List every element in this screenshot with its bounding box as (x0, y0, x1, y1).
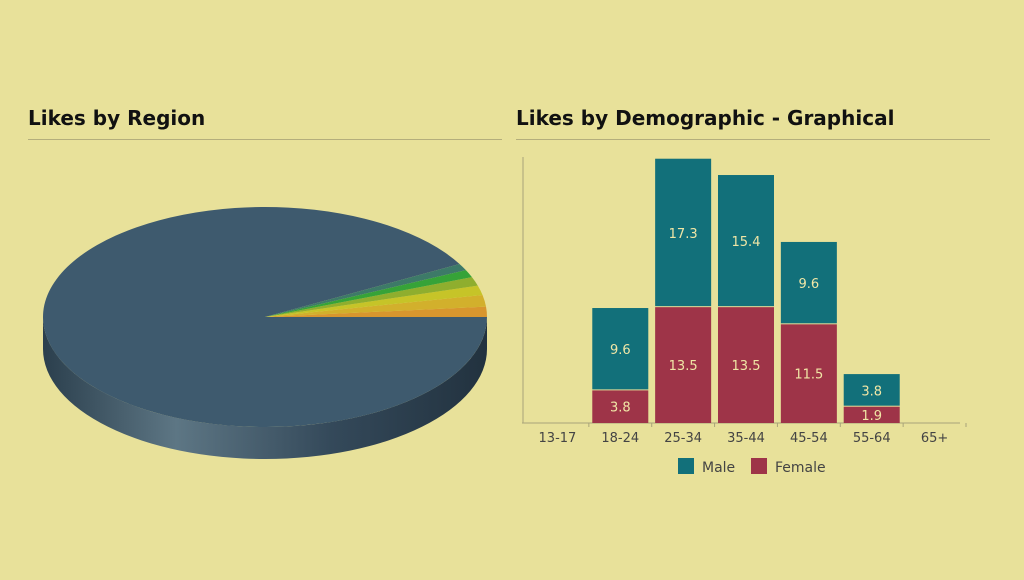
x-tick-label: 45-54 (790, 431, 828, 446)
x-tick-label: 25-34 (664, 431, 702, 446)
bar-female[interactable] (780, 324, 837, 423)
data-label-female: 13.5 (732, 359, 761, 374)
pie-slice[interactable] (265, 264, 466, 317)
data-label-male: 15.4 (732, 235, 761, 250)
pie-slice[interactable] (43, 207, 487, 427)
pie-slice[interactable] (265, 285, 483, 317)
data-label-male: 9.6 (799, 277, 820, 292)
data-label-female: 1.9 (861, 409, 882, 424)
pie-side-wall (43, 317, 487, 459)
pie-slice[interactable] (265, 277, 478, 317)
pie-slice[interactable] (265, 306, 487, 317)
data-label-male: 17.3 (669, 227, 698, 242)
x-tick-label: 13-17 (539, 431, 577, 446)
legend-label-female: Female (775, 460, 826, 476)
demographic-title-divider (516, 139, 990, 140)
legend-label-male: Male (702, 460, 735, 476)
bar-female[interactable] (843, 406, 900, 423)
bar-female[interactable] (655, 307, 712, 423)
bar-male[interactable] (718, 175, 774, 307)
bar-male[interactable] (655, 158, 712, 307)
data-label-male: 3.8 (861, 384, 882, 399)
data-label-female: 13.5 (669, 359, 698, 374)
pie-slice[interactable] (265, 270, 472, 317)
region-chart-title: Likes by Region (28, 106, 206, 130)
bar-male[interactable] (592, 308, 649, 390)
x-tick-label: 65+ (921, 431, 948, 446)
data-label-female: 3.8 (610, 401, 631, 416)
bar-female[interactable] (592, 390, 649, 423)
pie-slice[interactable] (265, 295, 487, 317)
legend-swatch-male (678, 458, 694, 474)
data-label-male: 9.6 (610, 343, 631, 358)
bar-male[interactable] (843, 374, 900, 406)
legend-swatch-female (751, 458, 767, 474)
x-tick-label: 18-24 (601, 431, 639, 446)
region-title-divider (28, 139, 502, 140)
x-tick-label: 35-44 (727, 431, 765, 446)
bar-male[interactable] (780, 241, 837, 324)
bar-female[interactable] (718, 307, 774, 423)
data-label-female: 11.5 (794, 368, 823, 383)
demographic-chart-title: Likes by Demographic - Graphical (516, 106, 895, 130)
x-tick-label: 55-64 (853, 431, 891, 446)
